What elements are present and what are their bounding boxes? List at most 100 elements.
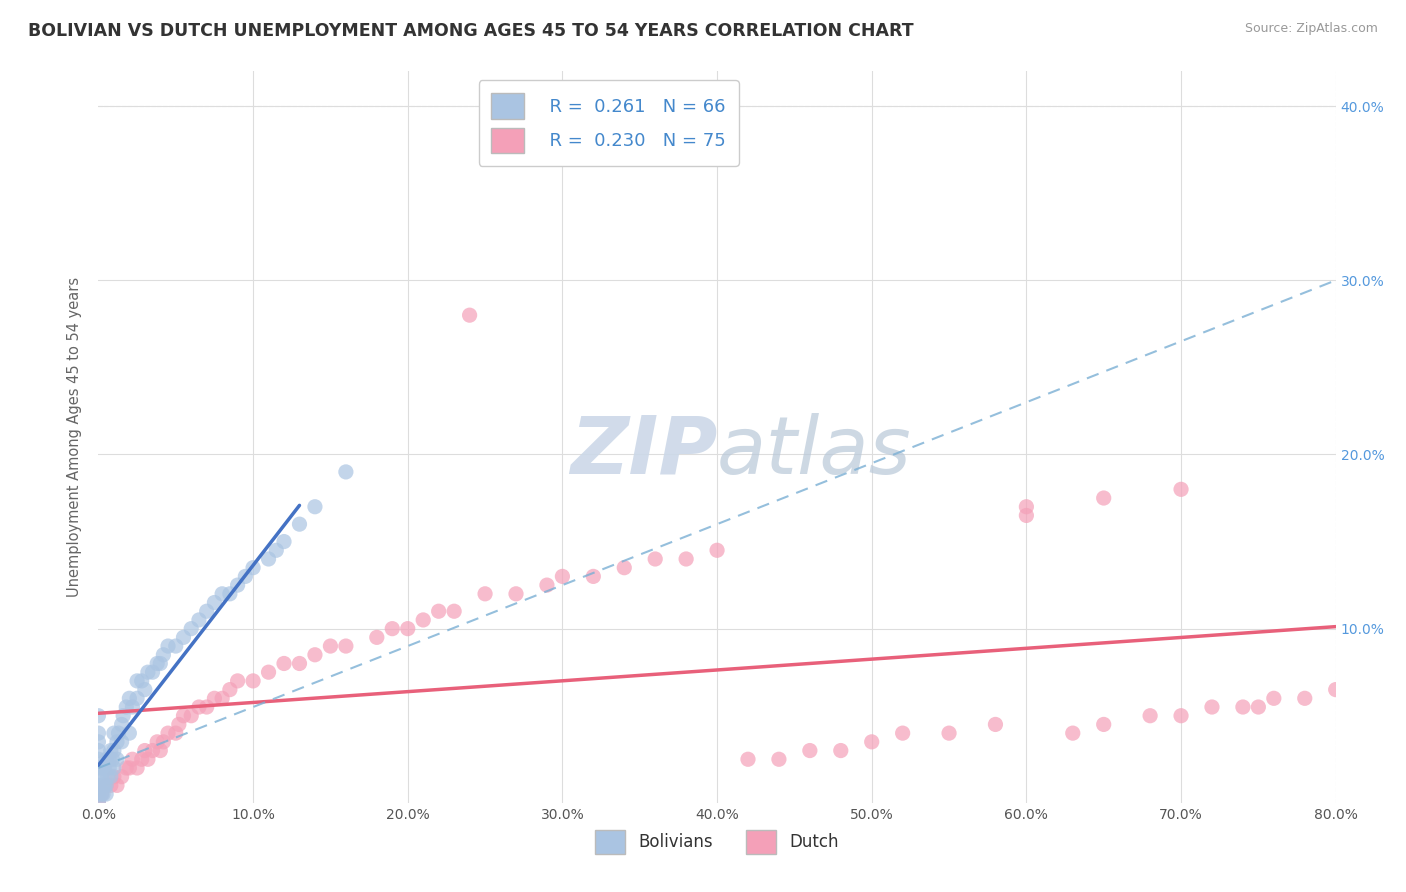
- Point: [87, 778, 110, 792]
- Point: [173, 708, 195, 723]
- Text: BOLIVIAN VS DUTCH UNEMPLOYMENT AMONG AGES 45 TO 54 YEARS CORRELATION CHART: BOLIVIAN VS DUTCH UNEMPLOYMENT AMONG AGE…: [28, 22, 914, 40]
- Point: [157, 639, 180, 653]
- Point: [273, 657, 295, 671]
- Point: [98, 761, 121, 775]
- Point: [505, 587, 527, 601]
- Point: [96, 787, 118, 801]
- Point: [127, 673, 149, 688]
- Point: [737, 752, 759, 766]
- Point: [1201, 700, 1223, 714]
- Point: [1092, 717, 1115, 731]
- Point: [319, 639, 342, 653]
- Point: [211, 691, 233, 706]
- Point: [142, 743, 165, 757]
- Point: [90, 770, 112, 784]
- Point: [675, 552, 697, 566]
- Point: [93, 778, 115, 792]
- Point: [860, 735, 883, 749]
- Point: [100, 778, 122, 792]
- Point: [111, 735, 134, 749]
- Point: [105, 752, 128, 766]
- Point: [938, 726, 960, 740]
- Point: [91, 778, 114, 792]
- Point: [142, 665, 165, 680]
- Point: [1247, 700, 1270, 714]
- Point: [131, 673, 153, 688]
- Point: [131, 752, 153, 766]
- Point: [211, 587, 233, 601]
- Point: [105, 778, 128, 792]
- Point: [105, 735, 128, 749]
- Point: [1263, 691, 1285, 706]
- Point: [118, 726, 141, 740]
- Point: [127, 691, 149, 706]
- Point: [644, 552, 666, 566]
- Point: [180, 622, 202, 636]
- Point: [112, 708, 135, 723]
- Point: [127, 761, 149, 775]
- Point: [984, 717, 1007, 731]
- Point: [830, 743, 852, 757]
- Point: [226, 673, 249, 688]
- Point: [257, 552, 280, 566]
- Point: [1015, 508, 1038, 523]
- Point: [1092, 491, 1115, 505]
- Point: [242, 673, 264, 688]
- Point: [146, 735, 169, 749]
- Point: [219, 682, 242, 697]
- Point: [96, 778, 118, 792]
- Point: [96, 752, 118, 766]
- Point: [288, 517, 311, 532]
- Point: [1139, 708, 1161, 723]
- Y-axis label: Unemployment Among Ages 45 to 54 years: Unemployment Among Ages 45 to 54 years: [67, 277, 83, 597]
- Point: [304, 500, 326, 514]
- Point: [87, 796, 110, 810]
- Point: [195, 700, 218, 714]
- Point: [1170, 708, 1192, 723]
- Point: [304, 648, 326, 662]
- Point: [443, 604, 465, 618]
- Point: [204, 595, 226, 609]
- Text: ZIP: ZIP: [569, 413, 717, 491]
- Point: [165, 726, 187, 740]
- Point: [98, 752, 121, 766]
- Point: [273, 534, 295, 549]
- Point: [335, 465, 357, 479]
- Point: [87, 787, 110, 801]
- Point: [396, 622, 419, 636]
- Point: [115, 761, 138, 775]
- Point: [107, 726, 129, 740]
- Point: [536, 578, 558, 592]
- Point: [1170, 483, 1192, 497]
- Point: [134, 682, 156, 697]
- Point: [87, 735, 110, 749]
- Point: [149, 657, 172, 671]
- Point: [706, 543, 728, 558]
- Point: [1062, 726, 1084, 740]
- Point: [152, 648, 174, 662]
- Point: [165, 639, 187, 653]
- Point: [136, 665, 159, 680]
- Point: [134, 743, 156, 757]
- Point: [96, 778, 118, 792]
- Point: [582, 569, 605, 583]
- Text: Source: ZipAtlas.com: Source: ZipAtlas.com: [1244, 22, 1378, 36]
- Point: [427, 604, 450, 618]
- Point: [111, 717, 134, 731]
- Point: [100, 743, 122, 757]
- Point: [1232, 700, 1254, 714]
- Point: [103, 770, 125, 784]
- Point: [173, 631, 195, 645]
- Point: [121, 752, 143, 766]
- Point: [93, 761, 115, 775]
- Point: [891, 726, 914, 740]
- Point: [87, 796, 110, 810]
- Point: [1015, 500, 1038, 514]
- Point: [103, 726, 125, 740]
- Point: [266, 543, 288, 558]
- Point: [136, 752, 159, 766]
- Point: [613, 560, 636, 574]
- Point: [118, 691, 141, 706]
- Point: [87, 770, 110, 784]
- Point: [474, 587, 496, 601]
